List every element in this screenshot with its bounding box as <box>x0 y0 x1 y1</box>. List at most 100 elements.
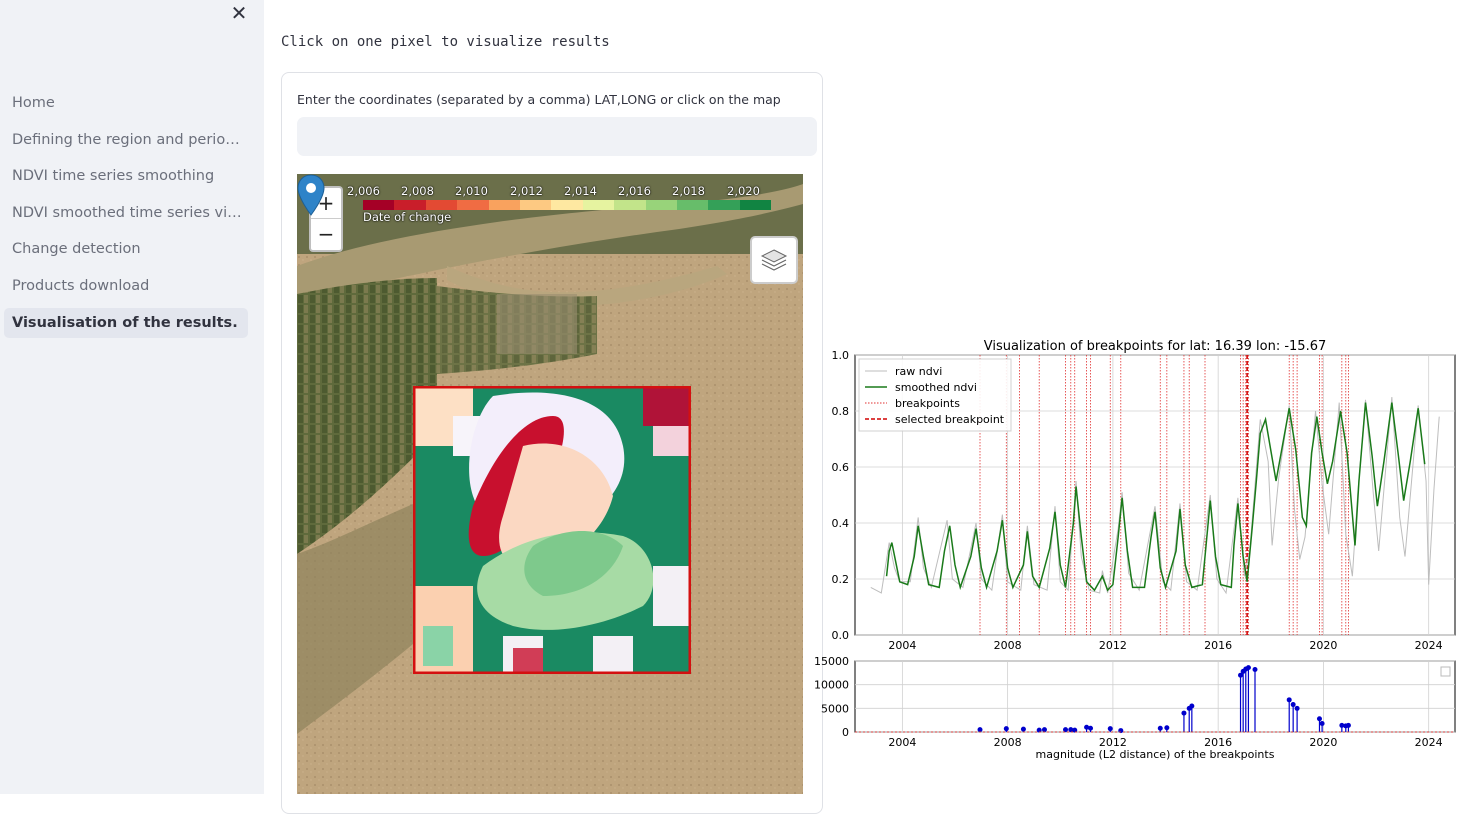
legend-color-swatch <box>425 200 458 210</box>
magnitude-point <box>1181 710 1187 716</box>
magnitude-point <box>1084 724 1090 730</box>
legend-year: 2,014 <box>564 184 597 198</box>
map[interactable]: 2,006 2,008 2,010 2,012 2,014 2,016 2,01… <box>297 174 803 794</box>
sidebar-item-change-detection[interactable]: Change detection <box>12 241 141 258</box>
x-tick-label: 2012 <box>1099 736 1127 749</box>
legend-year: 2,010 <box>455 184 488 198</box>
legend-color-swatch <box>394 200 426 210</box>
legend-year: 2,016 <box>618 184 651 198</box>
magnitude-xlabel: magnitude (L2 distance) of the breakpoin… <box>1036 748 1275 761</box>
x-tick-label: 2020 <box>1309 639 1337 652</box>
sidebar-item-ndvi-visualization[interactable]: NDVI smoothed time series vis… <box>12 204 248 221</box>
x-tick-label: 2024 <box>1415 639 1443 652</box>
legend-color-swatch <box>614 200 646 210</box>
layers-icon <box>760 249 788 271</box>
page-heading: Click on one pixel to visualize results <box>281 34 610 50</box>
magnitude-point <box>1238 672 1244 678</box>
magnitude-point <box>1316 716 1322 722</box>
magnitude-point <box>1068 727 1074 733</box>
legend-years: 2,006 2,008 2,010 2,012 2,014 2,016 2,01… <box>343 184 773 198</box>
x-tick-label: 2016 <box>1204 639 1232 652</box>
magnitude-point <box>1107 726 1113 732</box>
legend-year: 2,012 <box>510 184 543 198</box>
magnitude-point <box>1088 725 1094 731</box>
sidebar-item-home[interactable]: Home <box>12 95 55 111</box>
x-tick-label: 2012 <box>1099 639 1127 652</box>
legend-label: selected breakpoint <box>895 413 1005 426</box>
raw-ndvi-line <box>870 396 1440 595</box>
magnitude-point <box>1294 705 1300 711</box>
magnitude-point <box>1290 702 1296 708</box>
magnitude-point <box>1252 667 1258 673</box>
sidebar-item-ndvi-smoothing[interactable]: NDVI time series smoothing <box>12 168 215 185</box>
zoom-out-button[interactable]: − <box>317 222 335 246</box>
magnitude-point <box>1164 725 1170 731</box>
magnitude-point <box>1036 727 1042 733</box>
sidebar: ✕ Home Defining the region and period … … <box>0 0 264 794</box>
legend-year: 2,018 <box>672 184 705 198</box>
legend-color-swatch <box>363 200 395 210</box>
legend-color-swatch <box>551 200 583 210</box>
magnitude-point <box>1189 703 1195 709</box>
legend-year: 2,020 <box>727 184 760 198</box>
legend-color-swatch <box>457 200 489 210</box>
legend-color-swatch <box>645 200 677 210</box>
change-detection-overlay <box>413 386 691 674</box>
legend-year: 2,008 <box>401 184 434 198</box>
sidebar-nav: Home Defining the region and period … ND… <box>4 88 248 344</box>
legend-color-swatch <box>488 200 520 210</box>
sidebar-item-products-download[interactable]: Products download <box>12 277 150 294</box>
magnitude-point <box>1345 722 1351 728</box>
coordinates-input[interactable] <box>297 117 817 156</box>
legend-label: smoothed ndvi <box>895 381 977 394</box>
legend-color-swatch <box>582 200 615 210</box>
breakpoints-chart: Visualization of breakpoints for lat: 16… <box>815 335 1465 765</box>
legend-caption: Date of change <box>363 210 452 224</box>
magnitude-point <box>1286 697 1292 703</box>
legend-color-swatch <box>708 200 740 210</box>
legend-color-swatch <box>676 200 709 210</box>
magnitude-legend-box <box>1440 666 1451 677</box>
magnitude-point <box>1319 720 1325 726</box>
layers-button[interactable] <box>750 236 798 284</box>
x-tick-label: 2024 <box>1415 736 1443 749</box>
magnitude-point <box>1157 725 1163 731</box>
magnitude-point <box>1245 665 1251 671</box>
x-tick-label: 2008 <box>994 736 1022 749</box>
legend-label: breakpoints <box>895 397 960 410</box>
x-tick-label: 2008 <box>994 639 1022 652</box>
x-tick-label: 2020 <box>1309 736 1337 749</box>
sidebar-item-visualisation-results[interactable]: Visualisation of the results. <box>4 307 248 338</box>
legend-year: 2,006 <box>347 184 380 198</box>
legend-color-swatch <box>519 200 552 210</box>
legend-color-swatch <box>739 200 772 210</box>
magnitude-plot-area <box>854 660 1456 733</box>
magnitude-point <box>1020 726 1026 732</box>
y-tick-label: 0.4 <box>832 517 850 530</box>
legend-colorbar <box>363 200 772 210</box>
y-tick-label: 1.0 <box>832 349 850 362</box>
satellite-basemap <box>297 174 803 794</box>
magnitude-point <box>1003 726 1009 732</box>
smoothed-ndvi-line <box>885 402 1426 592</box>
map-pin-icon[interactable] <box>297 174 325 216</box>
magnitude-point <box>1339 722 1345 728</box>
y-tick-label: 5000 <box>821 702 849 715</box>
close-icon[interactable]: ✕ <box>230 1 248 25</box>
chart-canvas: 2004 2008 2012 2016 2020 2024 0.0 0.2 0.4 0.6 0.8 1… <box>815 349 1456 761</box>
sidebar-item-defining-region[interactable]: Defining the region and period … <box>12 131 248 148</box>
coordinates-label: Enter the coordinates (separated by a co… <box>297 92 781 107</box>
y-tick-label: 0.8 <box>832 405 850 418</box>
legend-label: raw ndvi <box>895 365 942 378</box>
magnitude-point <box>1063 727 1069 733</box>
y-tick-label: 15000 <box>815 655 849 668</box>
y-tick-label: 0.6 <box>832 461 850 474</box>
magnitude-point <box>1041 727 1047 733</box>
y-tick-label: 0 <box>842 726 849 739</box>
chart-title: Visualization of breakpoints for lat: 16… <box>983 339 1327 354</box>
x-tick-label: 2016 <box>1204 736 1232 749</box>
magnitude-point <box>1072 727 1078 733</box>
y-tick-label: 0.0 <box>832 629 850 642</box>
magnitude-point <box>977 727 983 733</box>
x-tick-label: 2004 <box>888 639 916 652</box>
